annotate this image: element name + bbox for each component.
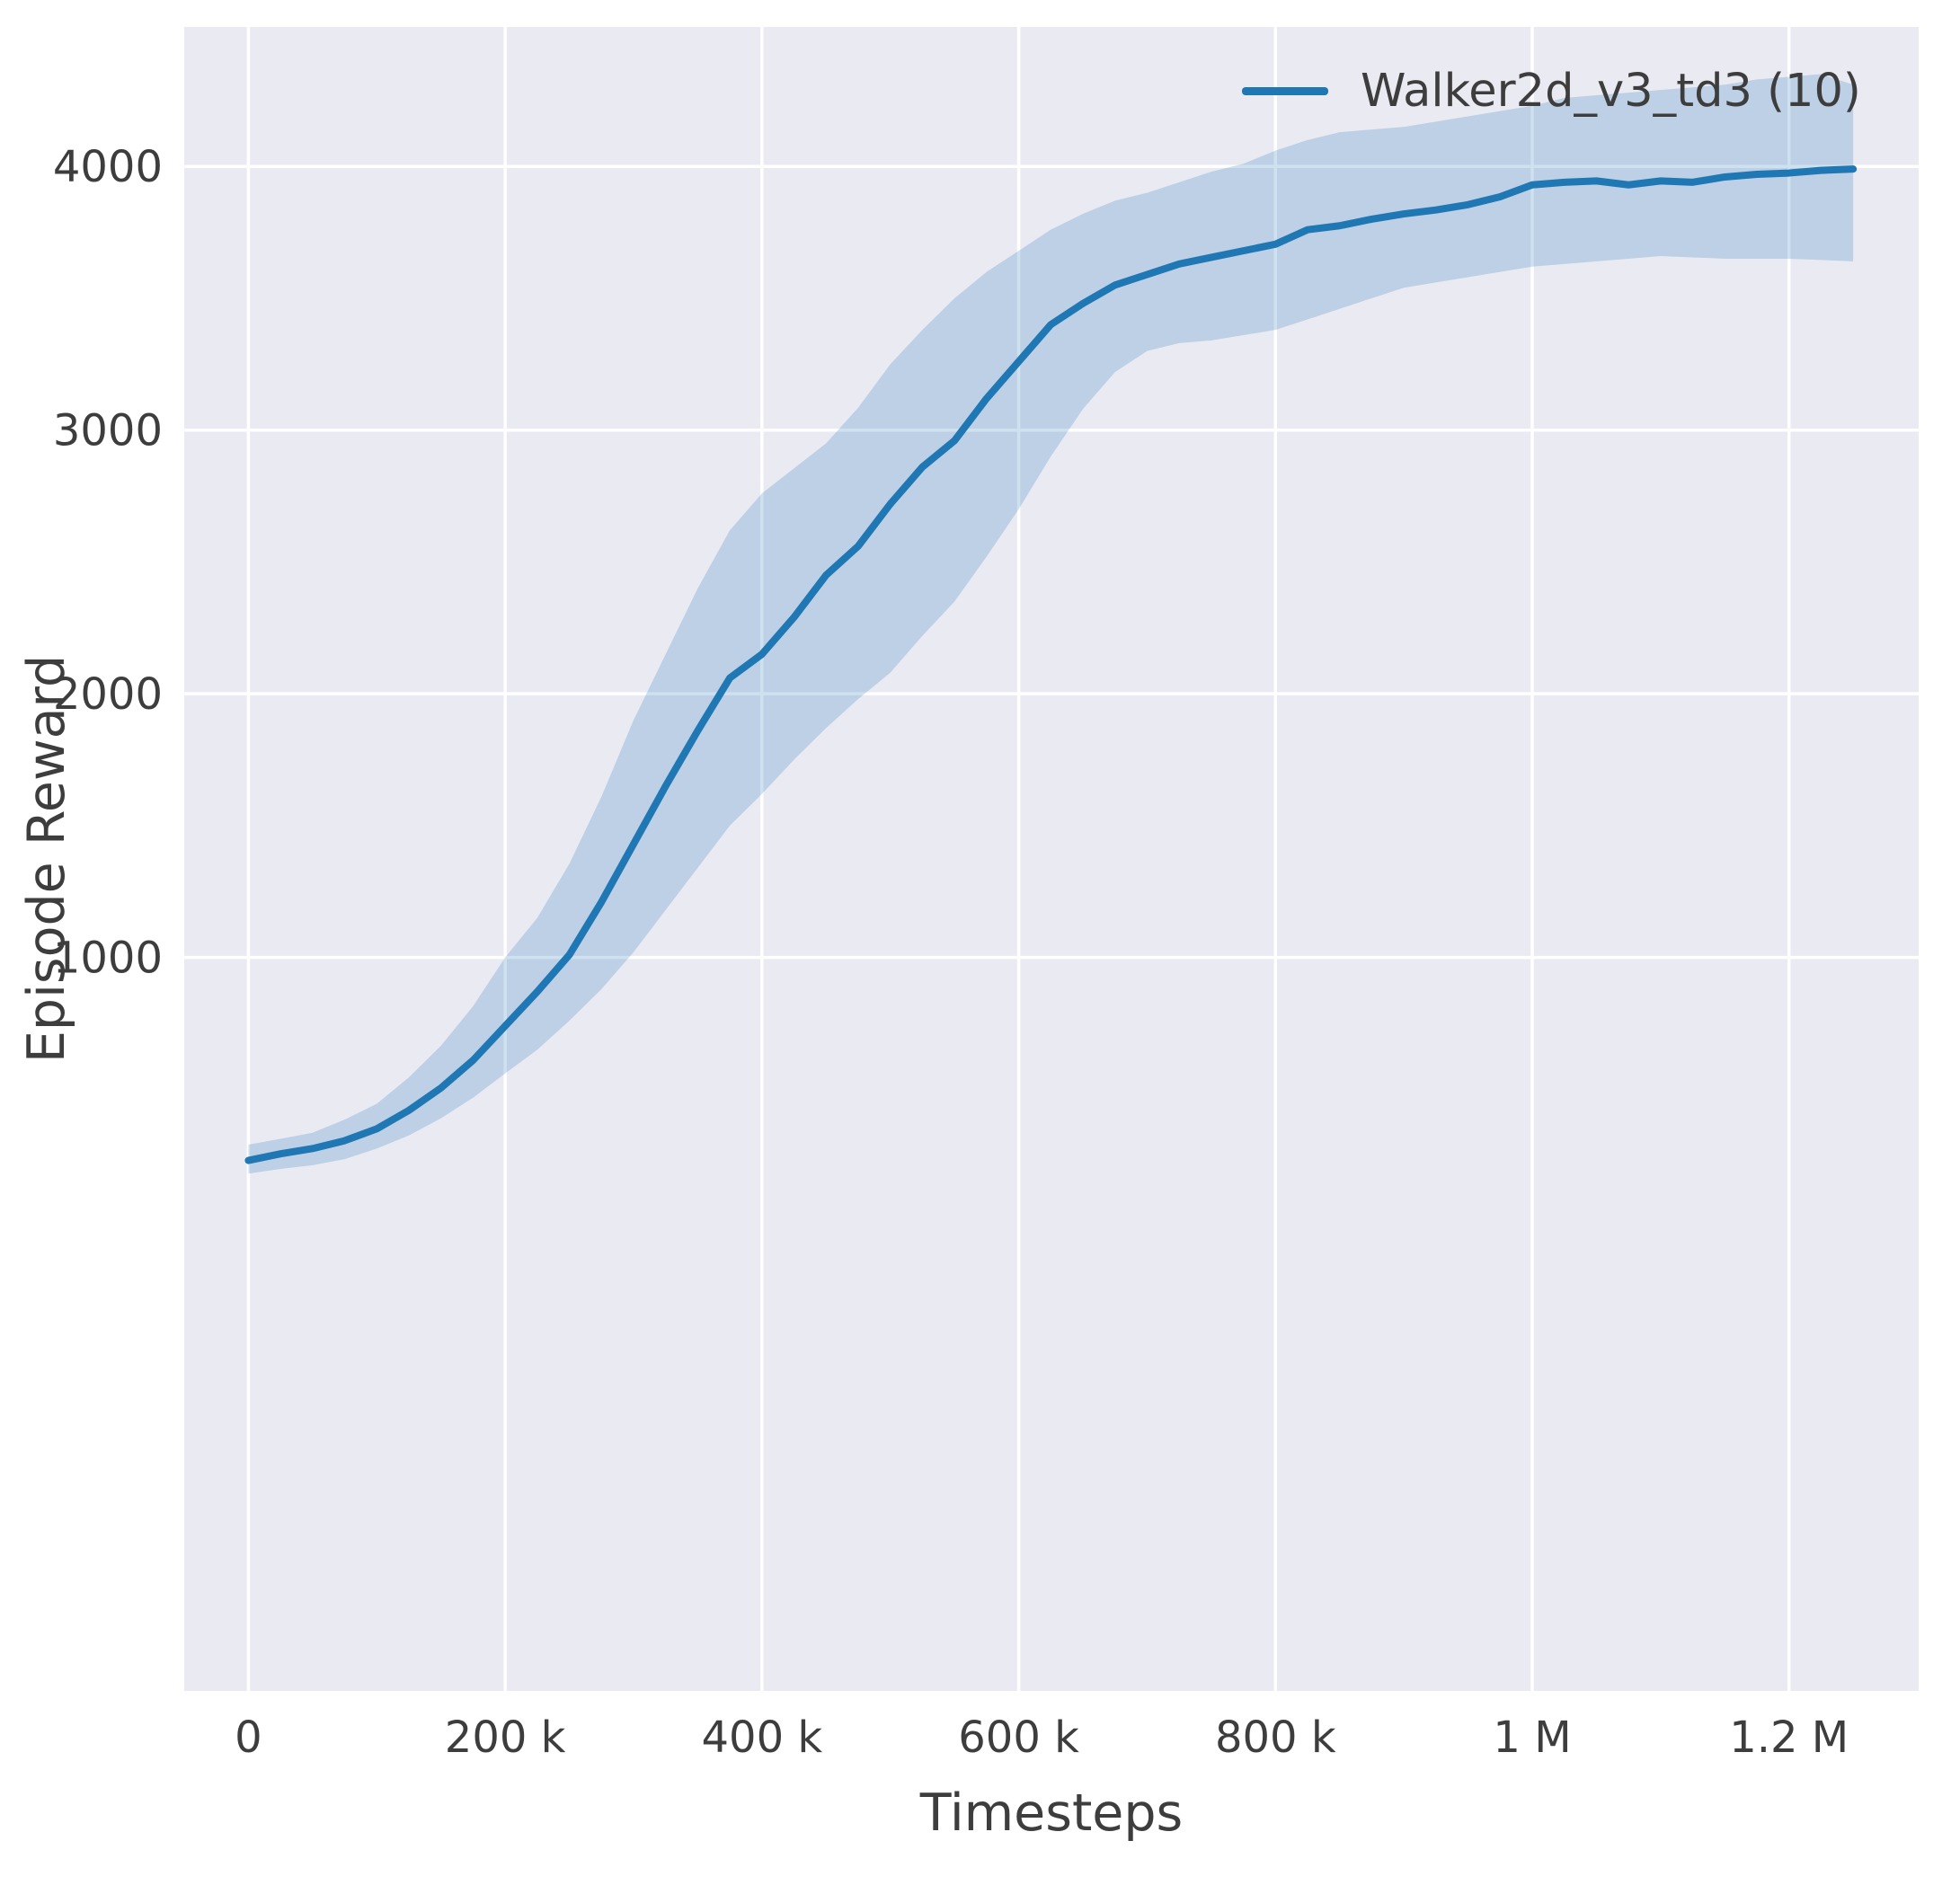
x-tick-label: 1 M [1493, 1712, 1571, 1763]
y-axis-label: Episode Reward [17, 654, 76, 1064]
x-axis-label: Timesteps [919, 1783, 1184, 1843]
mean-reward-line [244, 165, 1858, 1164]
plot-background [184, 27, 1919, 1691]
x-tick-label: 1.2 M [1729, 1712, 1849, 1763]
y-tick-label: 1000 [53, 934, 163, 984]
x-tick-label: 200 k [445, 1712, 566, 1763]
legend-line-swatch [1242, 87, 1328, 95]
y-tick-label: 2000 [53, 669, 163, 720]
x-tick-label: 600 k [958, 1712, 1079, 1763]
x-tick-label: 800 k [1215, 1712, 1336, 1763]
legend-series-label: Walker2d_v3_td3 (10) [1361, 65, 1861, 118]
x-tick-label: 0 [235, 1712, 262, 1763]
y-tick-label: 4000 [53, 142, 163, 192]
legend: Walker2d_v3_td3 (10) [1242, 65, 1861, 118]
y-tick-label: 3000 [53, 406, 163, 456]
confidence-band [248, 74, 1854, 1174]
x-tick-label: 400 k [702, 1712, 823, 1763]
